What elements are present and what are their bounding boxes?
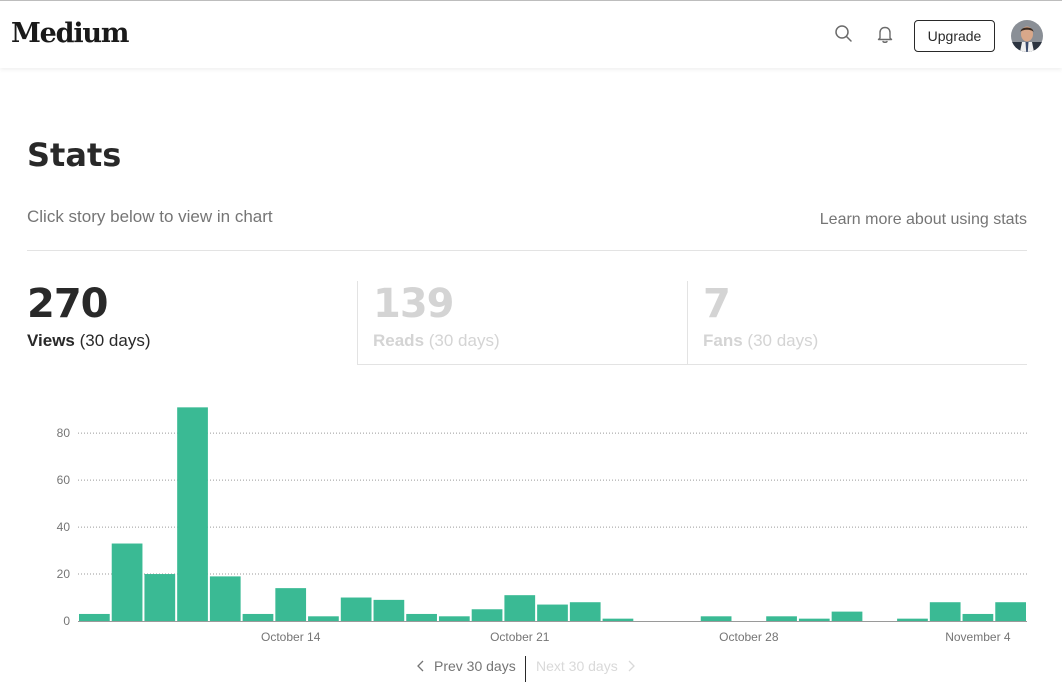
bar[interactable] [537, 604, 568, 621]
bar[interactable] [700, 616, 732, 621]
bar[interactable] [406, 613, 437, 621]
learn-more-link[interactable]: Learn more about using stats [819, 211, 1027, 228]
reads-label: Reads (30 days) [373, 331, 500, 350]
y-tick-label: 0 [63, 614, 70, 628]
page-subtitle: Click story below to view in chart [27, 207, 273, 226]
bar[interactable] [995, 602, 1026, 621]
bar[interactable] [79, 613, 110, 621]
medium-logo[interactable]: Medium [11, 18, 129, 49]
bar[interactable] [929, 602, 961, 621]
metric-tabs: 270 Views (30 days) 139 Reads (30 days) … [27, 281, 1027, 365]
avatar[interactable] [1011, 20, 1043, 52]
next-30-days-button: Next 30 days [536, 658, 636, 674]
page-title: Stats [27, 136, 122, 174]
upgrade-button[interactable]: Upgrade [914, 20, 995, 52]
chevron-left-icon [417, 660, 424, 672]
bar[interactable] [177, 407, 208, 621]
bar[interactable] [471, 609, 503, 621]
tab-reads[interactable]: 139 Reads (30 days) [357, 281, 687, 365]
bar[interactable] [766, 616, 797, 621]
bar[interactable] [340, 597, 372, 621]
pager-separator [525, 656, 526, 682]
reads-count: 139 [373, 281, 454, 327]
fans-label: Fans (30 days) [703, 331, 819, 350]
prev-30-days-button[interactable]: Prev 30 days [416, 658, 516, 674]
tab-fans[interactable]: 7 Fans (30 days) [687, 281, 1027, 365]
bar[interactable] [831, 611, 863, 621]
bar[interactable] [569, 602, 601, 621]
bar[interactable] [308, 616, 339, 621]
y-tick-label: 80 [57, 426, 71, 440]
y-tick-label: 20 [57, 567, 71, 581]
x-tick-label: October 21 [490, 630, 550, 644]
bell-icon[interactable] [874, 23, 896, 45]
prev-30-days-label: Prev 30 days [434, 658, 516, 674]
bar[interactable] [373, 599, 405, 621]
top-navigation-bar: Medium Upgrade [0, 0, 1062, 68]
bar[interactable] [111, 543, 143, 621]
bar[interactable] [962, 613, 994, 621]
y-tick-label: 40 [57, 520, 71, 534]
bar[interactable] [275, 588, 307, 621]
bar[interactable] [602, 618, 634, 621]
bar[interactable] [798, 618, 830, 621]
bar[interactable] [504, 595, 536, 621]
next-30-days-label: Next 30 days [536, 658, 618, 674]
y-tick-label: 60 [57, 473, 71, 487]
bar[interactable] [438, 616, 470, 621]
views-count: 270 [27, 281, 108, 327]
tab-views[interactable]: 270 Views (30 days) [27, 281, 357, 365]
fans-count: 7 [703, 281, 731, 327]
date-pager: Prev 30 days Next 30 days [0, 656, 1062, 684]
x-tick-label: October 28 [719, 630, 779, 644]
bar[interactable] [897, 618, 928, 621]
bar[interactable] [242, 613, 274, 621]
views-bar-chart: 0 20 40 60 80 October 14 October 21 October 28 N… [57, 407, 1027, 644]
x-tick-label: November 4 [945, 630, 1011, 644]
search-icon[interactable] [833, 23, 855, 45]
x-tick-label: October 14 [261, 630, 321, 644]
bar[interactable] [209, 576, 241, 621]
header-divider [27, 250, 1027, 251]
bar[interactable] [144, 574, 176, 621]
chevron-right-icon [628, 660, 635, 672]
views-label: Views (30 days) [27, 331, 151, 350]
